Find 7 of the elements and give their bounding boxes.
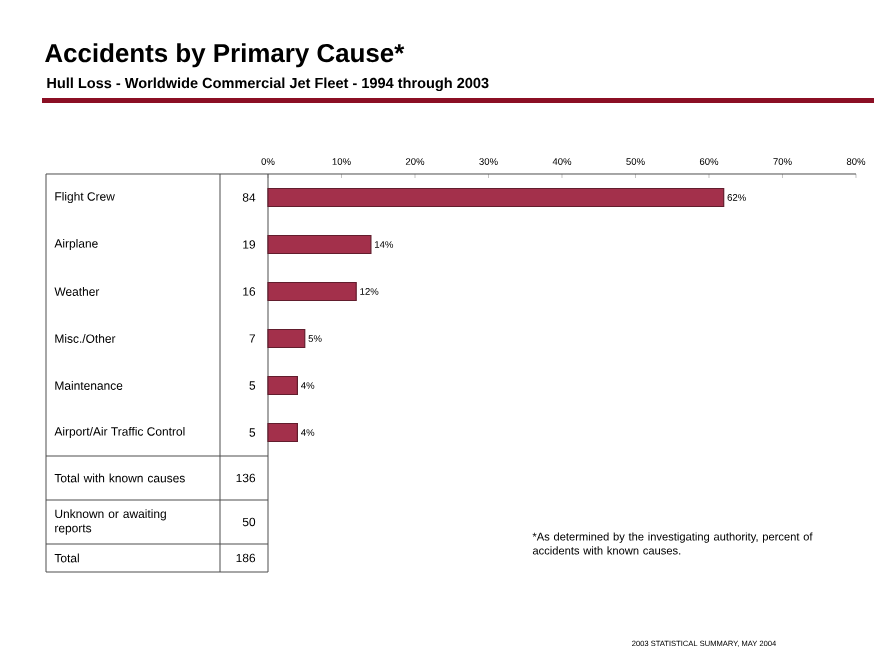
bar bbox=[267, 234, 372, 255]
bar bbox=[267, 328, 306, 349]
bar bbox=[267, 187, 725, 208]
bar bbox=[267, 375, 298, 396]
chart-title: Accidents by Primary Cause* bbox=[45, 43, 405, 68]
bar bbox=[267, 281, 357, 302]
bar bbox=[267, 422, 298, 443]
